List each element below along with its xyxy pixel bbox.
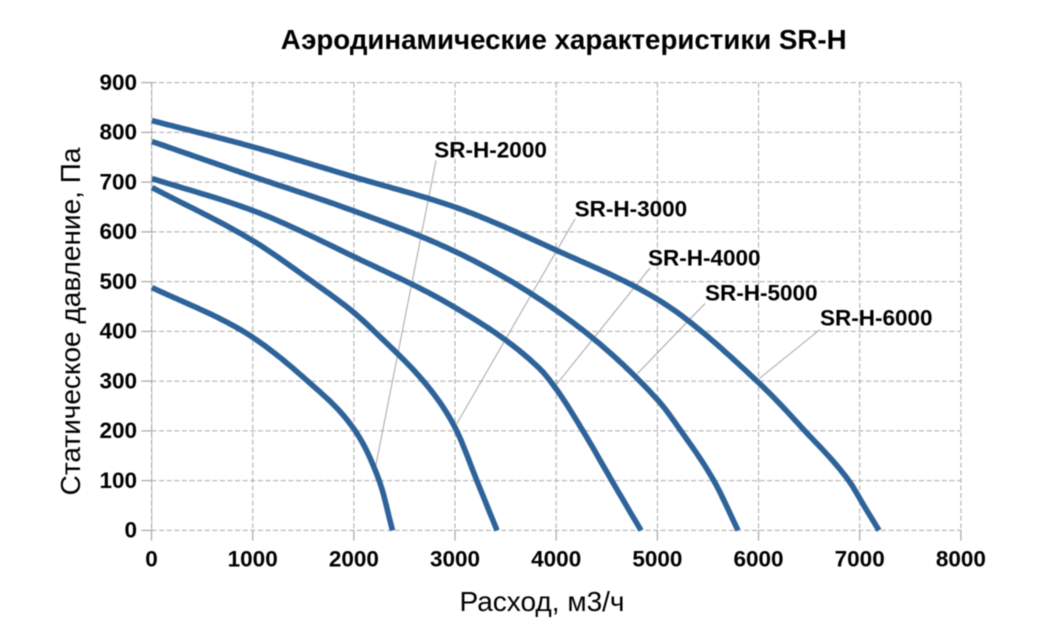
svg-text:7000: 7000 xyxy=(835,547,885,572)
svg-text:0: 0 xyxy=(145,547,158,572)
svg-text:Расход, м3/ч: Расход, м3/ч xyxy=(459,586,624,617)
svg-text:3000: 3000 xyxy=(430,547,480,572)
svg-text:SR-H-6000: SR-H-6000 xyxy=(820,306,933,331)
svg-text:SR-H-4000: SR-H-4000 xyxy=(648,246,761,271)
svg-text:Аэродинамические характеристик: Аэродинамические характеристики SR-H xyxy=(281,24,847,55)
svg-text:500: 500 xyxy=(99,269,137,294)
svg-text:100: 100 xyxy=(99,468,137,493)
svg-text:300: 300 xyxy=(99,368,137,393)
svg-text:1000: 1000 xyxy=(228,547,278,572)
svg-text:800: 800 xyxy=(99,120,137,145)
svg-text:400: 400 xyxy=(99,319,137,344)
svg-text:0: 0 xyxy=(124,518,137,543)
svg-text:Статическое давление, Па: Статическое давление, Па xyxy=(55,147,86,495)
svg-text:SR-H-3000: SR-H-3000 xyxy=(575,197,688,222)
svg-text:5000: 5000 xyxy=(632,547,682,572)
svg-text:8000: 8000 xyxy=(936,547,986,572)
svg-text:700: 700 xyxy=(99,169,137,194)
svg-text:4000: 4000 xyxy=(531,547,581,572)
svg-text:6000: 6000 xyxy=(733,547,783,572)
svg-text:SR-H-5000: SR-H-5000 xyxy=(705,281,818,306)
svg-text:200: 200 xyxy=(99,418,137,443)
svg-text:600: 600 xyxy=(99,219,137,244)
svg-text:2000: 2000 xyxy=(329,547,379,572)
svg-text:SR-H-2000: SR-H-2000 xyxy=(434,138,547,163)
svg-text:900: 900 xyxy=(99,70,137,95)
